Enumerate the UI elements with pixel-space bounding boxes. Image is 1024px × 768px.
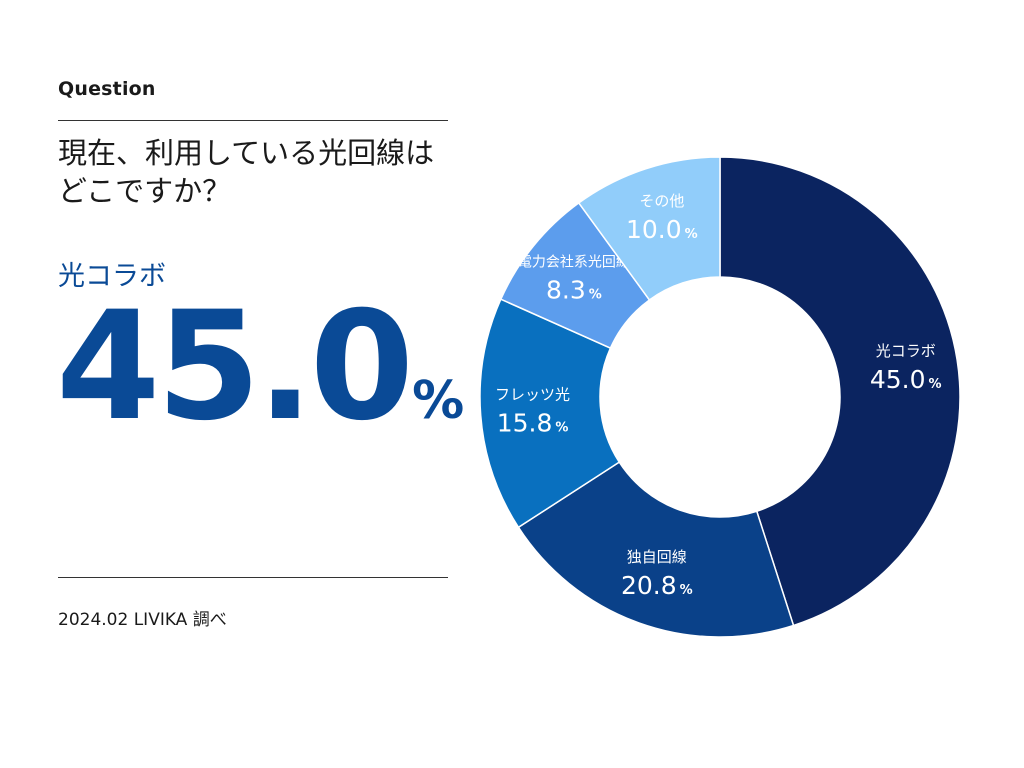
slice-value-2: 15.8%: [497, 408, 569, 437]
slice-value-1: 20.8%: [621, 571, 693, 600]
highlight-number: 45.0: [56, 280, 414, 454]
source-note: 2024.02 LIVIKA 調べ: [58, 610, 227, 630]
top-divider: [58, 120, 448, 121]
bottom-divider: [58, 577, 448, 578]
slice-4: [577, 156, 721, 302]
slice-label-2: フレッツ光: [495, 385, 570, 403]
question-line-1: 現在、利用している光回線は: [58, 136, 435, 170]
highlight-value: 45.0%: [56, 292, 464, 442]
question-label: Question: [58, 78, 156, 100]
slice-value-0: 45.0%: [870, 365, 942, 394]
slice-1: [517, 461, 795, 638]
slice-0: [719, 156, 961, 627]
slice-2: [479, 298, 621, 529]
slice-label-3: 電力会社系光回線: [518, 255, 630, 271]
slice-value-4: 10.0%: [626, 215, 698, 244]
question-text: 現在、利用している光回線は どこですか？: [58, 134, 478, 210]
highlight-label: 光コラボ: [58, 261, 166, 292]
slice-label-0: 光コラボ: [876, 342, 936, 360]
highlight-unit: %: [412, 371, 465, 431]
slice-label-4: その他: [639, 192, 684, 210]
question-line-2: どこですか？: [58, 174, 232, 208]
slice-label-1: 独自回線: [627, 548, 687, 566]
slice-value-3: 8.3%: [546, 276, 602, 305]
